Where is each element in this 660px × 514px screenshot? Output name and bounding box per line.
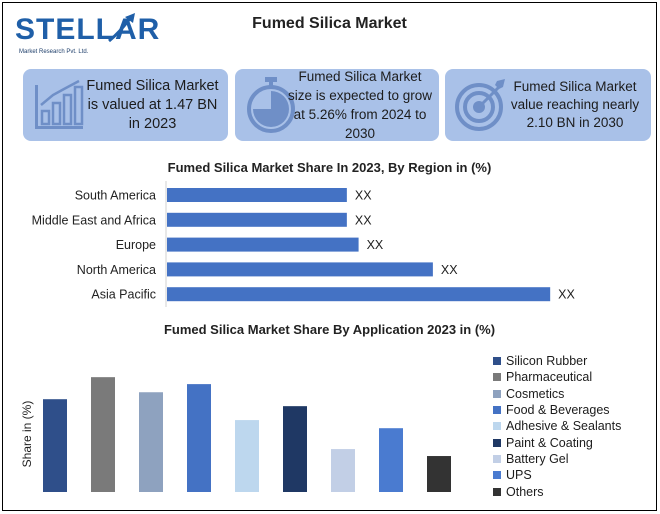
region-bar	[167, 212, 347, 227]
stellar-logo: STELLAR Market Research Pvt. Ltd.	[15, 11, 159, 61]
application-bar	[43, 399, 67, 492]
stat-card-text: Fumed Silica Market is valued at 1.47 BN…	[86, 77, 219, 132]
legend-item: Pharmaceutical	[493, 369, 621, 385]
region-data-label: XX	[355, 213, 372, 227]
application-ylabel: Share in (%)	[20, 401, 34, 468]
legend-label: UPS	[506, 468, 532, 483]
application-bar	[283, 406, 307, 492]
legend-label: Battery Gel	[506, 451, 569, 466]
region-chart-title: Fumed Silica Market Share In 2023, By Re…	[167, 160, 492, 175]
application-bar	[235, 420, 259, 492]
region-data-label: XX	[355, 189, 372, 203]
region-data-label: XX	[367, 238, 384, 252]
application-bar	[139, 392, 163, 492]
legend-item: Silicon Rubber	[493, 353, 621, 369]
region-bar-chart: South America XX Middle East and Africa XX E…	[32, 181, 576, 307]
application-bar	[379, 428, 403, 492]
logo-tagline: Market Research Pvt. Ltd.	[19, 49, 89, 55]
legend-label: Cosmetics	[506, 386, 565, 401]
legend-item: Battery Gel	[493, 451, 621, 467]
bar-chart-icon	[35, 79, 84, 129]
legend-item: Adhesive & Sealants	[493, 418, 621, 434]
application-bar	[91, 377, 115, 492]
legend-swatch	[493, 389, 501, 398]
legend-swatch	[493, 373, 501, 382]
stat-card-growth: Fumed Silica Market size is expected to …	[235, 69, 439, 141]
region-bar	[167, 262, 433, 277]
application-chart-title: Fumed Silica Market Share By Application…	[163, 322, 496, 337]
region-category-label: Asia Pacific	[91, 288, 156, 302]
legend-label: Pharmaceutical	[506, 370, 593, 385]
stopwatch-icon	[247, 77, 295, 133]
legend-label: Food & Beverages	[506, 403, 610, 418]
application-legend: Silicon Rubber Pharmaceutical Cosmetics Foo…	[493, 353, 621, 500]
region-category-label: South America	[75, 189, 156, 203]
page-title: Fumed Silica Market	[252, 15, 407, 32]
legend-swatch	[493, 471, 501, 480]
region-category-label: North America	[77, 263, 156, 277]
application-bar-chart: Share in (%)	[20, 377, 451, 492]
legend-label: Others	[506, 484, 544, 499]
target-icon	[455, 79, 505, 131]
legend-swatch	[493, 357, 501, 366]
application-bar	[331, 449, 355, 492]
legend-item: Others	[493, 483, 621, 499]
region-bar	[167, 188, 347, 202]
legend-item: Paint & Coating	[493, 434, 621, 450]
legend-label: Adhesive & Sealants	[506, 419, 622, 434]
logo-arrow-icon	[108, 13, 135, 43]
legend-swatch	[493, 422, 501, 431]
region-bar	[167, 287, 551, 302]
legend-swatch	[493, 438, 501, 447]
legend-swatch	[493, 406, 501, 415]
stat-card-text: Fumed Silica Market value reaching nearl…	[510, 79, 640, 130]
legend-item: Food & Beverages	[493, 402, 621, 418]
logo-brand: STELLAR	[15, 13, 161, 46]
stat-card-market-value: Fumed Silica Market is valued at 1.47 BN…	[23, 69, 228, 141]
region-data-label: XX	[558, 288, 575, 302]
legend-label: Silicon Rubber	[506, 354, 588, 369]
region-bar	[167, 237, 359, 252]
legend-swatch	[493, 454, 501, 463]
region-category-label: Europe	[116, 238, 156, 252]
application-bar	[427, 456, 451, 492]
legend-item: Cosmetics	[493, 386, 621, 402]
legend-label: Paint & Coating	[506, 435, 593, 450]
stat-card-forecast: Fumed Silica Market value reaching nearl…	[445, 69, 651, 141]
legend-swatch	[493, 487, 501, 496]
application-bar	[187, 384, 211, 492]
stat-card-text: Fumed Silica Market size is expected to …	[287, 69, 433, 141]
region-category-label: Middle East and Africa	[32, 213, 156, 227]
legend-item: UPS	[493, 467, 621, 483]
region-data-label: XX	[441, 263, 458, 277]
